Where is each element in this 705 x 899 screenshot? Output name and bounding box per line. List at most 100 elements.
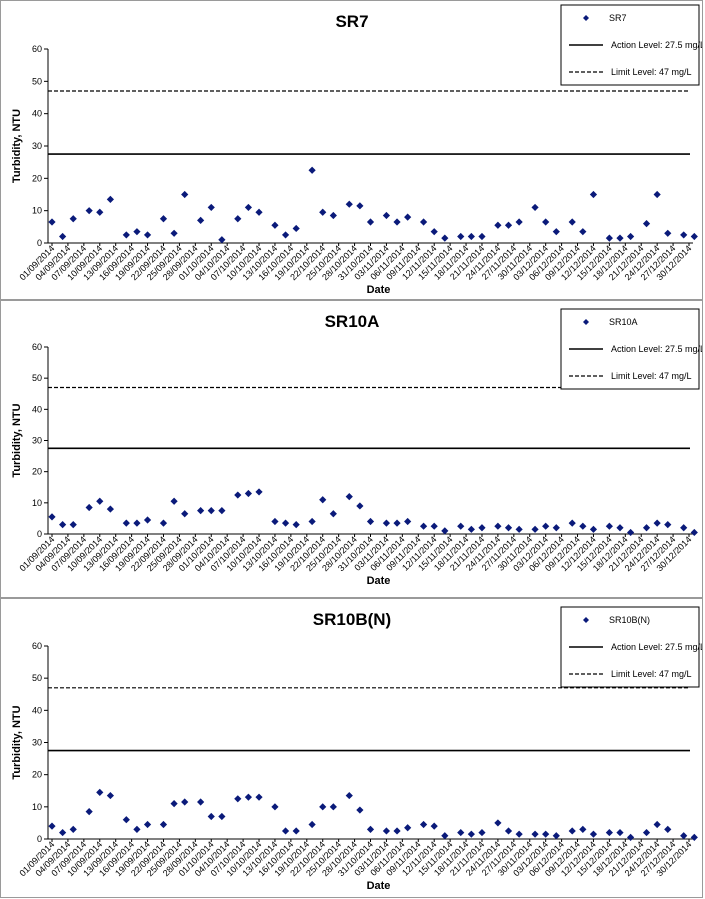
data-point <box>197 798 205 806</box>
data-point <box>690 232 698 241</box>
y-tick-label: 40 <box>32 404 42 414</box>
data-point <box>542 830 550 838</box>
data-point <box>181 190 189 199</box>
data-point <box>329 211 337 220</box>
data-point <box>494 522 502 530</box>
y-tick-label: 10 <box>32 498 42 508</box>
legend-label: Limit Level: 47 mg/L <box>611 371 692 381</box>
y-tick-label: 30 <box>32 141 42 151</box>
data-point <box>143 231 152 239</box>
y-tick-label: 50 <box>32 373 42 383</box>
data-point <box>271 517 279 526</box>
data-point <box>542 218 550 226</box>
data-point <box>244 489 253 498</box>
data-point <box>244 203 253 212</box>
data-point <box>419 522 428 530</box>
data-point <box>292 521 300 529</box>
data-point <box>552 832 560 840</box>
data-point <box>218 812 226 821</box>
y-tick-label: 50 <box>32 673 42 683</box>
data-point <box>96 208 104 216</box>
data-point <box>133 228 141 236</box>
data-point <box>69 825 77 833</box>
data-point <box>579 825 587 833</box>
data-point <box>589 190 598 199</box>
data-point <box>467 232 475 241</box>
data-point <box>441 527 449 535</box>
legend-marker-diamond <box>583 319 589 325</box>
data-point <box>255 793 263 801</box>
data-point <box>271 803 279 811</box>
data-point <box>159 820 168 829</box>
y-tick-label: 20 <box>32 770 42 780</box>
data-point <box>159 519 168 527</box>
legend: SR10B(N) Action Level: 27.5 mg/L Limit Lev… <box>560 606 702 688</box>
data-point <box>568 218 576 226</box>
data-point <box>430 822 438 830</box>
data-point <box>308 820 316 829</box>
legend-label: Limit Level: 47 mg/L <box>611 669 692 679</box>
data-point <box>653 190 661 199</box>
data-point <box>85 808 93 816</box>
data-point <box>579 228 587 236</box>
data-point <box>308 517 316 526</box>
data-point <box>478 828 486 837</box>
data-point <box>680 832 688 840</box>
chart-title: SR10B(N) <box>313 610 391 629</box>
data-point <box>515 525 523 533</box>
data-point <box>122 816 130 824</box>
legend: SR7 Action Level: 27.5 mg/L Limit Level: 4… <box>560 4 702 86</box>
y-tick-label: 50 <box>32 76 42 86</box>
y-tick-label: 30 <box>32 436 42 446</box>
data-point <box>393 218 401 226</box>
data-point <box>441 234 449 242</box>
data-point <box>122 231 130 239</box>
data-point <box>69 521 77 529</box>
data-point <box>653 820 661 829</box>
data-point <box>589 830 598 838</box>
data-point <box>106 791 114 800</box>
x-axis-label: Date <box>367 880 391 892</box>
data-point <box>457 828 465 837</box>
data-point <box>218 236 226 244</box>
data-point <box>255 208 263 216</box>
y-tick-label: 20 <box>32 467 42 477</box>
y-tick-label: 60 <box>32 342 42 352</box>
y-tick-label: 20 <box>32 173 42 183</box>
data-point <box>430 228 438 236</box>
data-point <box>664 825 672 833</box>
data-point <box>664 229 672 237</box>
data-point <box>627 528 635 537</box>
data-point <box>181 510 189 518</box>
data-point <box>133 825 141 833</box>
y-tick-label: 60 <box>32 44 42 54</box>
data-point <box>366 825 375 833</box>
data-point <box>642 524 651 532</box>
data-point <box>59 521 67 529</box>
data-point <box>234 795 242 803</box>
data-point <box>292 827 300 835</box>
data-point <box>494 819 502 827</box>
y-axis-label: Turbidity, NTU <box>11 403 23 477</box>
data-point <box>404 213 412 221</box>
data-point <box>366 517 375 526</box>
data-point <box>69 215 77 223</box>
data-point <box>515 830 523 838</box>
legend-label: SR10B(N) <box>609 615 650 625</box>
chart-title: SR7 <box>335 12 368 31</box>
legend-label: SR7 <box>609 13 627 23</box>
data-point <box>419 820 428 829</box>
data-point <box>356 502 364 510</box>
data-point <box>281 231 290 239</box>
data-point <box>605 234 613 242</box>
data-point <box>531 525 539 533</box>
data-point <box>48 513 56 521</box>
data-point <box>345 791 353 800</box>
data-point <box>441 832 449 840</box>
y-tick-label: 10 <box>32 206 42 216</box>
y-axis-label: Turbidity, NTU <box>11 109 23 183</box>
data-point <box>329 510 337 518</box>
data-point <box>382 519 391 527</box>
